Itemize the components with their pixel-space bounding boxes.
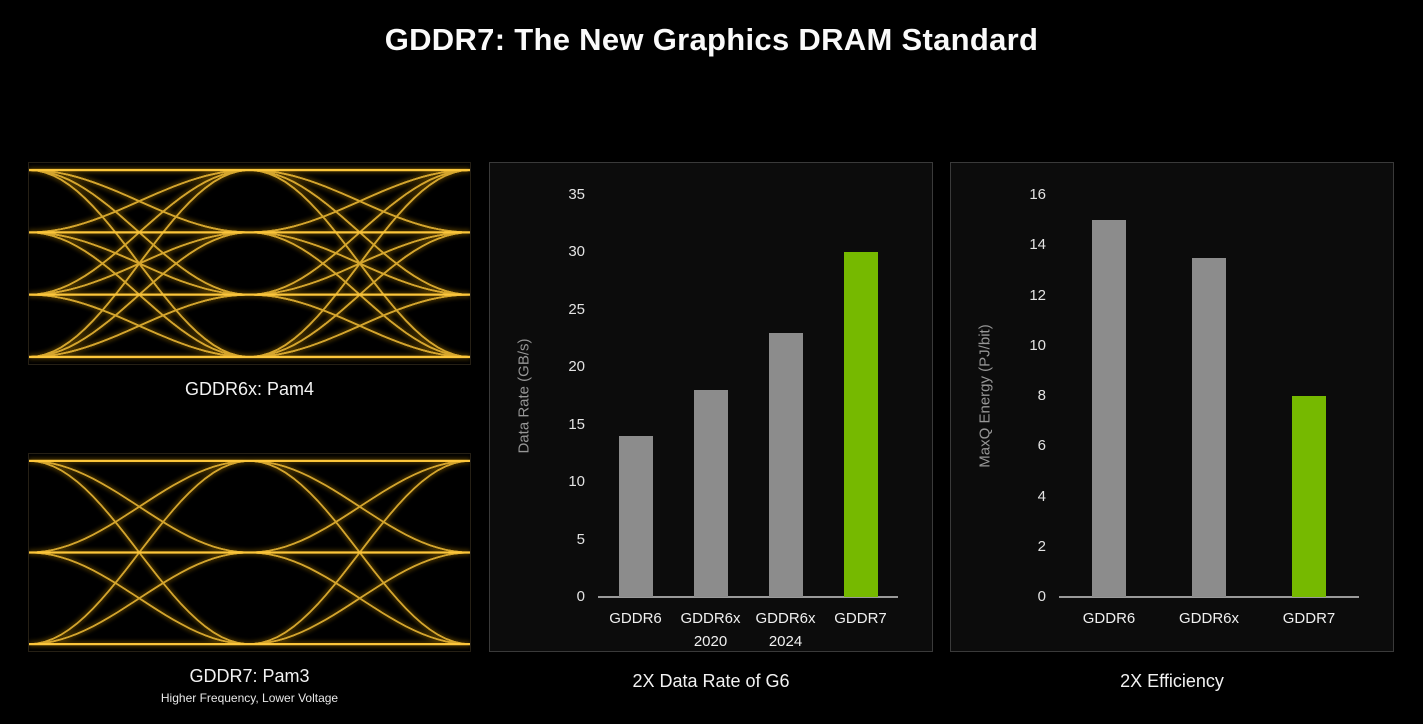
x-category-label: GDDR7 bbox=[1282, 610, 1336, 627]
efficiency-chart-caption: 2X Efficiency bbox=[1120, 671, 1224, 691]
data-rate-chart-panel: Data Rate (GB/s) 0 5 10 15 20 25 30 35 GDDR6 GDDR6… bbox=[489, 162, 933, 652]
y-tick-label: 6 bbox=[1037, 437, 1046, 455]
pam4-eye-diagram-image bbox=[29, 167, 470, 360]
y-tick-label: 14 bbox=[1029, 236, 1046, 254]
y-tick-label: 4 bbox=[1037, 487, 1046, 505]
pam4-caption: GDDR6x: Pam4 bbox=[184, 379, 315, 399]
y-tick-label: 10 bbox=[1029, 336, 1046, 354]
x-category-label: GDDR7 bbox=[834, 610, 887, 627]
pam3-eye-diagram-image bbox=[29, 458, 470, 647]
slide-title: GDDR7: The New Graphics DRAM Standard bbox=[384, 22, 1039, 57]
x-category-label: GDDR6 bbox=[609, 610, 662, 627]
bar-gddr6 bbox=[1092, 220, 1126, 597]
x-axis-line bbox=[598, 596, 898, 598]
y-tick-label: 10 bbox=[568, 473, 585, 491]
y-tick-label: 15 bbox=[568, 415, 585, 433]
x-category-label: GDDR6x 2024 bbox=[755, 610, 816, 650]
y-tick-label: 16 bbox=[1029, 186, 1046, 203]
y-tick-label: 35 bbox=[568, 186, 585, 203]
bar-gddr6 bbox=[618, 436, 653, 597]
y-tick-label: 30 bbox=[568, 243, 585, 261]
x-category-label: GDDR6x 2020 bbox=[680, 610, 741, 650]
x-category-label: GDDR6 bbox=[1082, 610, 1136, 627]
y-tick-label: 8 bbox=[1037, 387, 1046, 404]
bar-gddr6x-2020 bbox=[693, 390, 728, 597]
y-tick-label: 0 bbox=[576, 588, 585, 605]
y-tick-label: 12 bbox=[1029, 286, 1046, 304]
bar-gddr7 bbox=[1292, 396, 1326, 597]
data-rate-chart-caption: 2X Data Rate of G6 bbox=[632, 671, 790, 691]
bar-gddr6x-2024 bbox=[768, 332, 803, 597]
y-tick-label: 0 bbox=[1037, 588, 1046, 605]
y-tick-label: 20 bbox=[568, 358, 585, 376]
pam3-caption: GDDR7: Pam3 bbox=[189, 666, 310, 686]
bar-gddr7 bbox=[843, 252, 878, 597]
x-axis-line bbox=[1059, 596, 1359, 598]
y-tick-label: 25 bbox=[568, 300, 585, 318]
pam4-eye-diagram-figure bbox=[28, 162, 471, 365]
pam3-subcaption: Higher Frequency, Lower Voltage bbox=[160, 691, 339, 705]
x-category-label: GDDR6x bbox=[1178, 610, 1239, 627]
y-tick-label: 2 bbox=[1037, 537, 1046, 555]
bar-gddr6x bbox=[1192, 257, 1226, 597]
efficiency-chart-panel: MaxQ Energy (PJ/bit) 0 2 4 6 8 10 12 14 16 GDDR6 GD… bbox=[950, 162, 1394, 652]
y-tick-label: 5 bbox=[576, 530, 585, 548]
y-axis-label: Data Rate (GB/s) bbox=[515, 338, 533, 454]
pam3-eye-diagram-figure bbox=[28, 453, 471, 652]
